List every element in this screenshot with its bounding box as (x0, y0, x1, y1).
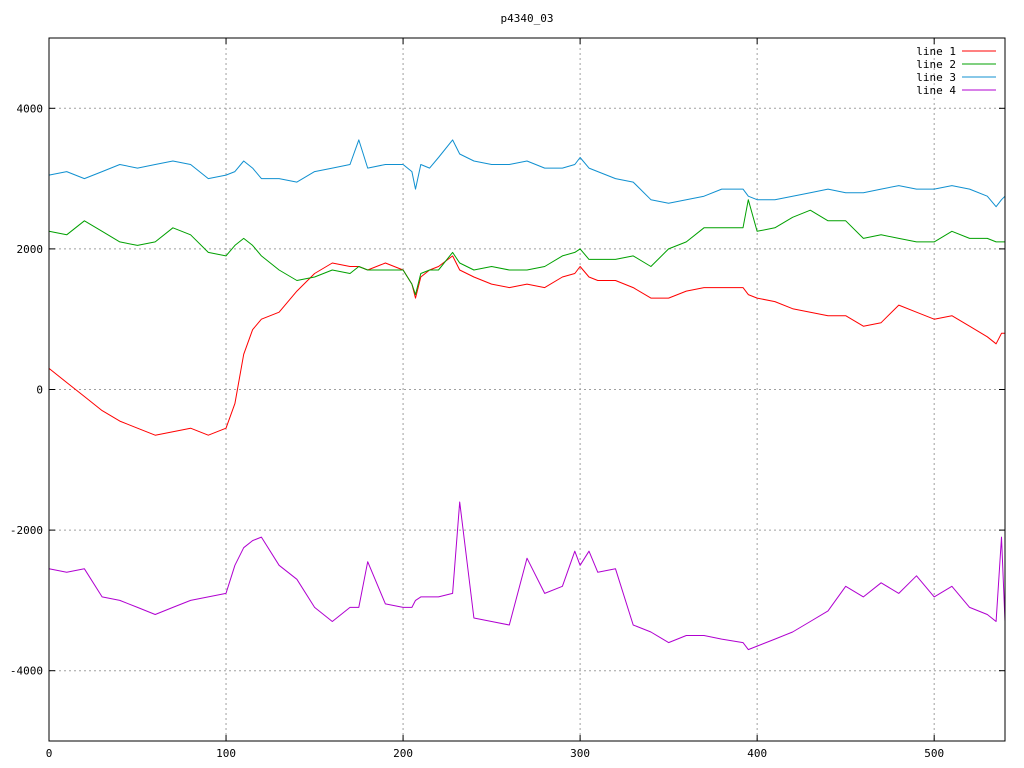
x-tick-label: 400 (747, 747, 767, 760)
grid (49, 38, 1005, 741)
y-tick-label: -2000 (10, 524, 43, 537)
axis-ticks (48, 38, 1005, 741)
chart-title: p4340_03 (501, 12, 554, 25)
plot-frame (48, 37, 1006, 742)
x-tick-label: 100 (216, 747, 236, 760)
y-tick-label: 0 (36, 384, 43, 397)
x-tick-label: 0 (46, 747, 53, 760)
legend-label-1: line 1 (916, 45, 956, 58)
legend-label-3: line 3 (916, 71, 956, 84)
x-tick-label: 300 (570, 747, 590, 760)
series-line-3 (48, 139, 1006, 208)
x-tick-label: 500 (924, 747, 944, 760)
legend-label-2: line 2 (916, 58, 956, 71)
series-line-4 (48, 501, 1006, 651)
series-line-1 (48, 255, 1005, 436)
series-line-2 (48, 199, 1005, 296)
axis-tick-labels: 0 100 200 300 400 500 -4000 -2000 0 2000 4000 (10, 102, 944, 760)
y-tick-label: 4000 (17, 102, 44, 115)
series-group (48, 139, 1006, 651)
y-tick-label: -4000 (10, 665, 43, 678)
x-tick-label: 200 (393, 747, 413, 760)
y-tick-label: 2000 (17, 243, 44, 256)
legend-label-4: line 4 (916, 84, 956, 97)
